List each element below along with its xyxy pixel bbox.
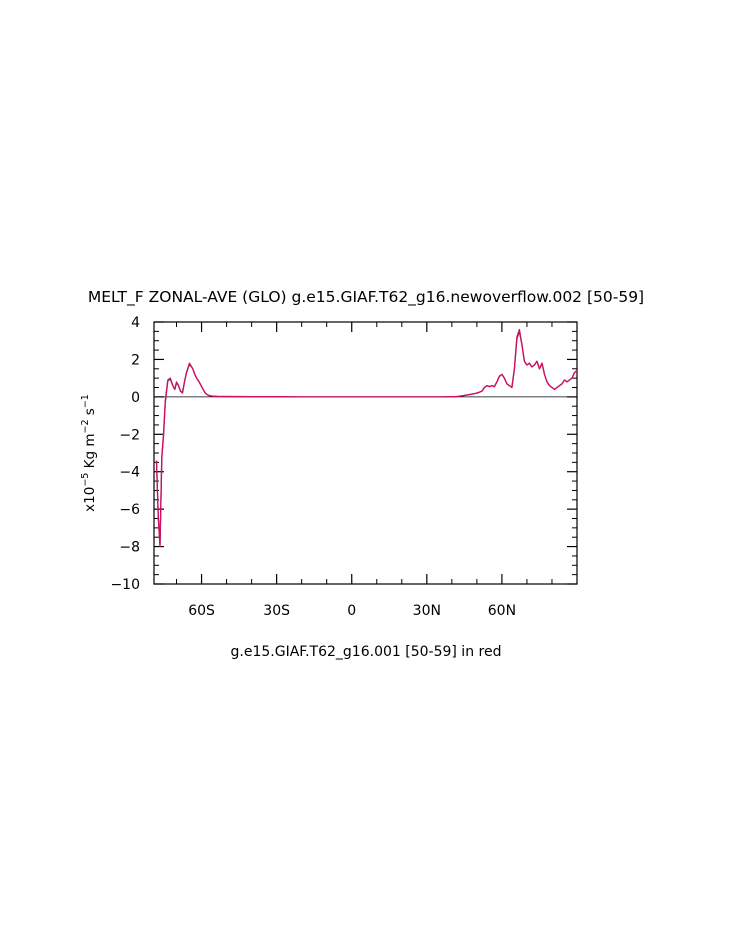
x-tick-label: 60N bbox=[488, 603, 516, 619]
y-tick-label: −6 bbox=[119, 502, 140, 518]
y-axis-label: x10−5 Kg m−2 s−1 bbox=[80, 394, 98, 512]
y-tick-label: −2 bbox=[119, 427, 140, 443]
y-tick-label: 0 bbox=[131, 390, 140, 406]
y-axis-label-exponent-m: −2 bbox=[80, 419, 91, 433]
plot-axes: 60S 30S 0 30N 60N 4 2 0 −2 −4 −6 −8 −10 bbox=[110, 315, 578, 619]
y-axis-label-exponent-s: −1 bbox=[80, 394, 91, 408]
series-group bbox=[155, 328, 578, 548]
series-line bbox=[155, 328, 578, 548]
x-tick-label: 30N bbox=[413, 603, 441, 619]
y-axis-label-unit-kg-m: Kg m bbox=[82, 434, 98, 473]
y-axis-label-prefix: x10 bbox=[82, 487, 98, 512]
y-axis-label-unit-s: s bbox=[82, 408, 98, 419]
y-tick-label: 4 bbox=[131, 315, 140, 331]
y-tick-label: 2 bbox=[131, 352, 140, 368]
series-line bbox=[155, 330, 578, 546]
y-axis-label-exponent: −5 bbox=[80, 473, 91, 487]
chart-title: MELT_F ZONAL-AVE (GLO) g.e15.GIAF.T62_g1… bbox=[88, 288, 644, 307]
x-tick-label: 30S bbox=[263, 603, 290, 619]
y-axis-label-group: x10−5 Kg m−2 s−1 bbox=[80, 394, 98, 512]
plot-frame bbox=[153, 321, 578, 585]
y-tick-label: −10 bbox=[110, 577, 140, 593]
chart-subtitle: g.e15.GIAF.T62_g16.001 [50-59] in red bbox=[231, 644, 502, 660]
x-tick-label: 60S bbox=[188, 603, 215, 619]
y-tick-label: −4 bbox=[119, 465, 140, 481]
y-tick-label: −8 bbox=[119, 540, 140, 556]
x-tick-label: 0 bbox=[347, 603, 356, 619]
